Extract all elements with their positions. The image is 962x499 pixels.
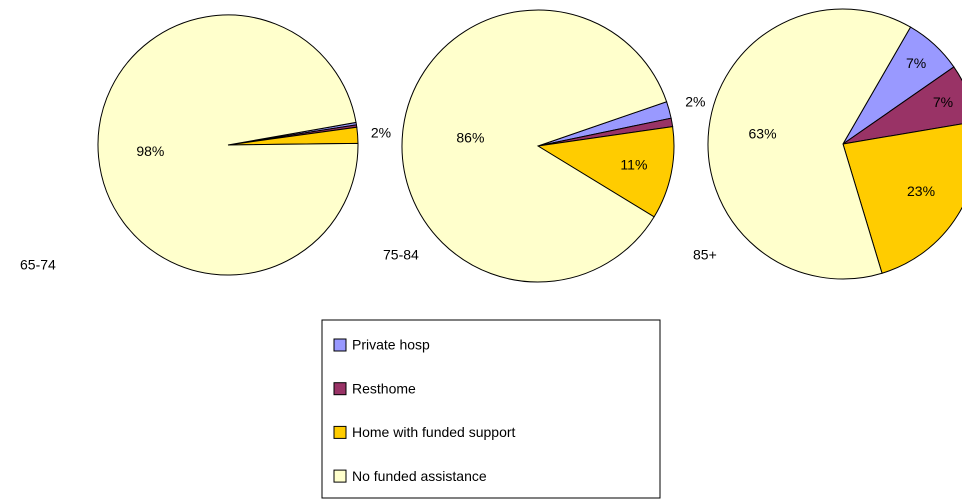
legend-label: Private hosp: [352, 337, 430, 353]
pie-slice: [707, 8, 912, 280]
group-label: 85+: [693, 247, 717, 263]
pie-slice: [842, 66, 962, 145]
legend-swatch: [333, 469, 347, 483]
group-label: 65-74: [20, 257, 56, 273]
legend-box: [321, 319, 661, 499]
data-label: 23%: [907, 183, 935, 199]
legend-label: Resthome: [352, 380, 416, 396]
data-label: 86%: [456, 129, 484, 145]
data-label: 63%: [749, 125, 777, 141]
data-label: 7%: [933, 94, 953, 110]
data-label: 2%: [371, 124, 391, 140]
data-label: 7%: [906, 55, 926, 71]
legend-label: Home with funded support: [352, 424, 516, 440]
legend-label: No funded assistance: [352, 468, 487, 484]
legend-swatch: [333, 425, 347, 439]
group-label: 75-84: [383, 247, 419, 263]
pie-slice: [97, 14, 359, 276]
legend-swatch: [333, 382, 347, 396]
data-label: 98%: [136, 143, 164, 159]
legend-swatch: [333, 338, 347, 352]
pie-slice: [536, 126, 675, 218]
data-label: 2%: [685, 93, 705, 109]
pie-slice: [842, 123, 962, 274]
pie-slice: [401, 9, 668, 283]
data-label: 11%: [620, 156, 647, 172]
